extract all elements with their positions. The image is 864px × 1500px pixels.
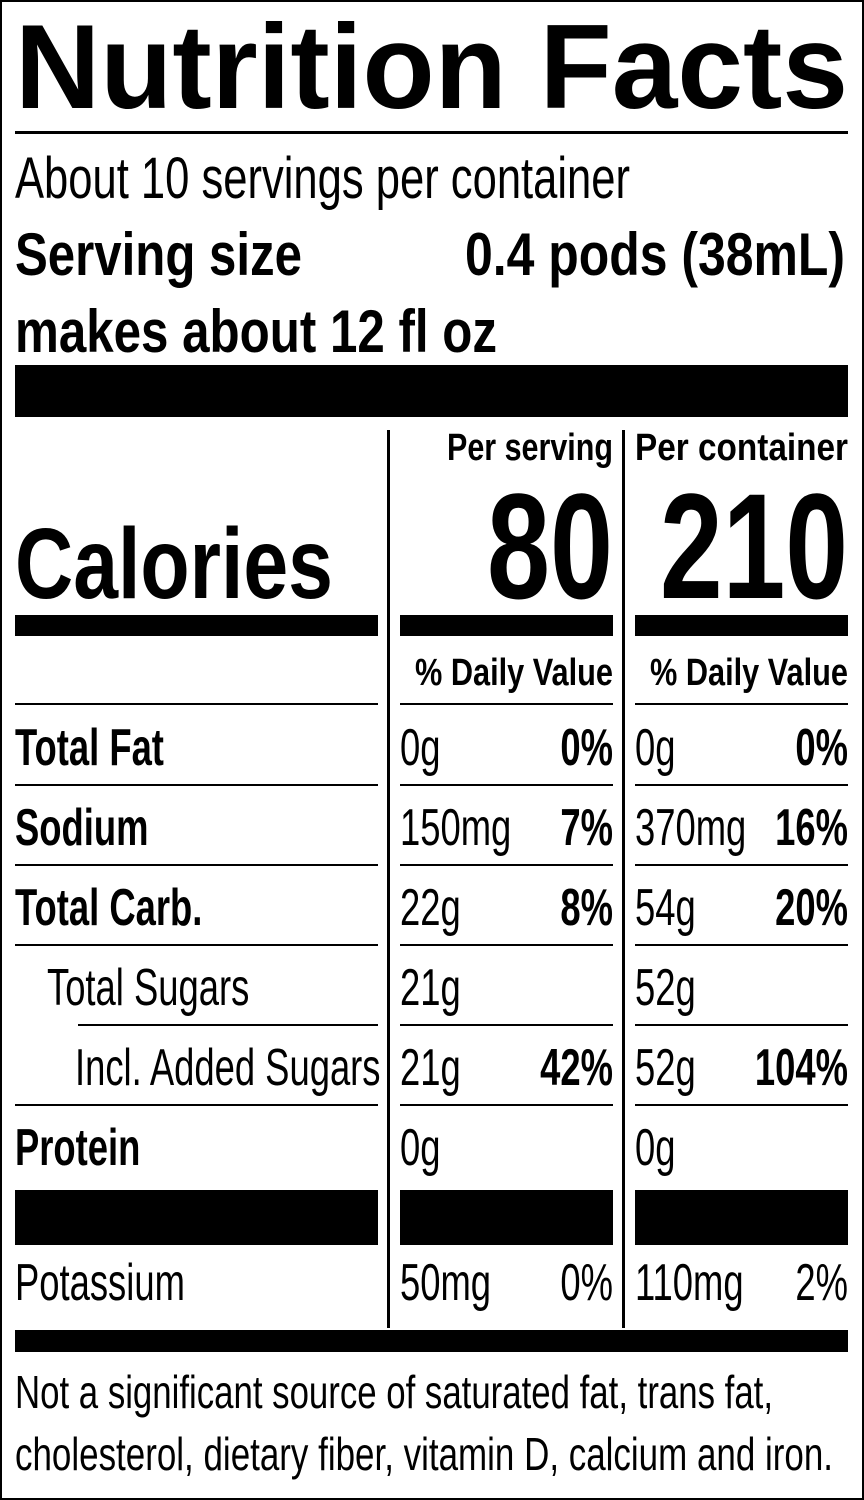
rule	[635, 784, 848, 786]
amount: 21g	[400, 957, 461, 1016]
rule	[15, 131, 848, 134]
calories-value: 80	[487, 462, 613, 630]
nutrient-name: Incl. Added Sugars	[75, 1037, 381, 1096]
daily-value: 7%	[560, 797, 613, 856]
rule	[400, 1024, 613, 1026]
amount: 0g	[400, 717, 440, 776]
bar	[400, 615, 613, 636]
amount: 54g	[635, 877, 696, 936]
rule	[15, 944, 378, 946]
rule	[400, 1104, 613, 1106]
bar	[15, 1190, 378, 1245]
daily-value: 104%	[755, 1037, 848, 1096]
serving-size-label: Serving size	[15, 221, 302, 288]
rule	[400, 864, 613, 866]
column-heading: Per container	[635, 427, 848, 469]
amount: 52g	[635, 1037, 696, 1096]
daily-value-heading: % Daily Value	[415, 652, 613, 694]
nutrient-name: Total Carb.	[15, 877, 202, 936]
thick-bar	[15, 1330, 848, 1352]
rule	[400, 703, 613, 705]
amount: 0g	[635, 717, 675, 776]
amount: 50mg	[400, 1252, 491, 1311]
rule	[400, 944, 613, 946]
rule	[400, 784, 613, 786]
daily-value: 8%	[560, 877, 613, 936]
amount: 52g	[635, 957, 696, 1016]
rule	[15, 703, 378, 705]
rule	[78, 1024, 378, 1026]
amount: 370mg	[635, 797, 746, 856]
rule	[635, 703, 848, 705]
title: Nutrition Facts	[15, 0, 848, 134]
servings: About 10 servings per container	[15, 146, 630, 211]
rule	[15, 1104, 378, 1106]
footnote: cholesterol, dietary fiber, vitamin D, c…	[15, 1428, 833, 1480]
rule	[635, 944, 848, 946]
amount: 110mg	[635, 1252, 744, 1311]
rule	[15, 784, 378, 786]
daily-value: 0%	[560, 717, 613, 776]
daily-value: 16%	[775, 797, 848, 856]
calories-value: 210	[660, 462, 848, 630]
amount: 22g	[400, 877, 461, 936]
makes: makes about 12 fl oz	[15, 298, 497, 365]
serving-size-value: 0.4 pods (38mL)	[465, 221, 845, 288]
daily-value-heading: % Daily Value	[650, 652, 848, 694]
bar	[635, 615, 848, 636]
rule	[635, 1104, 848, 1106]
nutrient-name: Sodium	[15, 797, 148, 856]
calories-label: Calories	[15, 508, 333, 620]
nutrient-name: Total Sugars	[47, 957, 249, 1016]
nutrient-name: Total Fat	[15, 717, 164, 776]
column-heading: Per serving	[447, 427, 613, 469]
amount: 0g	[400, 1117, 440, 1176]
amount: 150mg	[400, 797, 511, 856]
daily-value: 0%	[795, 717, 848, 776]
rule	[635, 864, 848, 866]
bar	[635, 1190, 848, 1245]
rule	[635, 1024, 848, 1026]
bar	[400, 1190, 613, 1245]
bar	[15, 615, 378, 636]
daily-value: 42%	[540, 1037, 613, 1096]
daily-value: 0%	[560, 1252, 613, 1311]
amount: 0g	[635, 1117, 675, 1176]
daily-value: 20%	[775, 877, 848, 936]
nutrient-name: Protein	[15, 1117, 140, 1176]
thick-bar	[15, 365, 848, 417]
column-divider	[387, 430, 390, 1328]
column-divider	[622, 430, 625, 1328]
nutrient-name: Potassium	[15, 1252, 185, 1311]
daily-value: 2%	[795, 1252, 848, 1311]
rule	[15, 864, 378, 866]
amount: 21g	[400, 1037, 461, 1096]
footnote: Not a significant source of saturated fa…	[15, 1366, 773, 1418]
